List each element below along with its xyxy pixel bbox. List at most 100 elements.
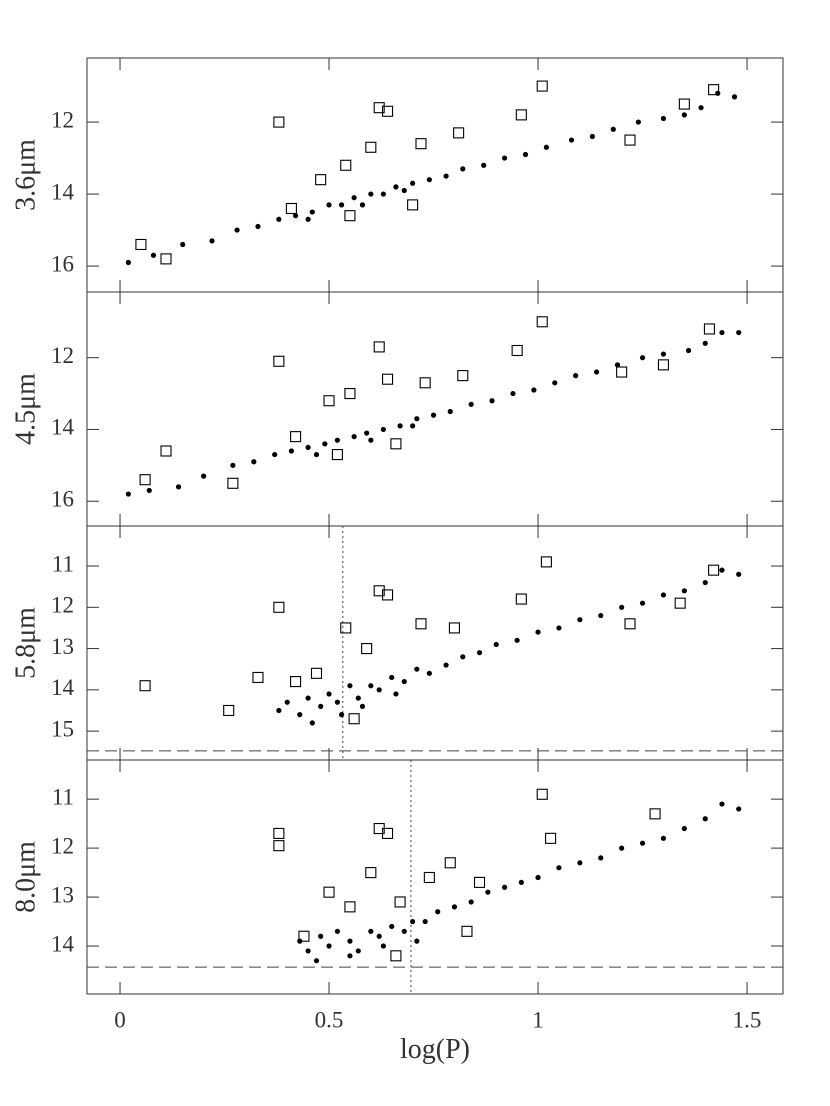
open-point <box>285 202 297 215</box>
y-tick-label: 16 <box>51 487 74 512</box>
filled-point <box>351 434 357 440</box>
filled-point <box>610 126 616 132</box>
open-point <box>315 174 327 186</box>
open-point <box>365 867 377 879</box>
filled-point <box>276 707 282 714</box>
filled-point <box>389 674 395 681</box>
filled-point <box>334 699 340 705</box>
filled-point <box>522 151 529 158</box>
filled-point <box>209 238 215 244</box>
y-tick-label: 14 <box>51 931 75 956</box>
filled-point <box>255 223 261 230</box>
open-point <box>444 857 456 869</box>
open-point <box>703 323 715 335</box>
filled-point <box>518 879 524 885</box>
filled-point <box>736 571 742 577</box>
open-point <box>708 84 720 96</box>
filled-point <box>719 801 725 807</box>
filled-point <box>401 928 407 934</box>
filled-point <box>426 177 432 183</box>
filled-point <box>410 423 416 429</box>
filled-point <box>368 191 374 197</box>
filled-point <box>736 329 742 336</box>
filled-point <box>531 387 537 393</box>
filled-point <box>359 202 366 208</box>
open-point <box>461 925 473 937</box>
filled-point <box>201 473 207 479</box>
filled-point <box>468 401 474 407</box>
open-point <box>227 477 239 489</box>
filled-point <box>234 227 240 233</box>
filled-point <box>380 426 386 433</box>
open-point <box>415 618 427 630</box>
filled-point <box>414 416 420 422</box>
open-point <box>365 141 377 153</box>
filled-point <box>493 641 499 648</box>
filled-point <box>251 459 257 465</box>
open-point <box>160 445 172 457</box>
filled-point <box>468 899 474 905</box>
open-point <box>139 680 151 692</box>
filled-point <box>614 362 621 368</box>
filled-point <box>443 662 449 668</box>
filled-point <box>368 928 374 934</box>
filled-point <box>309 209 315 215</box>
filled-point <box>305 695 311 701</box>
open-point <box>273 827 285 839</box>
open-point <box>419 377 431 389</box>
filled-point <box>322 441 328 447</box>
open-point <box>273 840 285 852</box>
open-point <box>382 373 394 385</box>
y-tick-label: 13 <box>51 634 74 659</box>
y-axis-label: 5.8μm <box>10 607 41 679</box>
filled-point <box>635 119 641 125</box>
x-axis-label: log(P) <box>400 1034 470 1065</box>
open-point <box>382 105 394 117</box>
filled-point <box>318 933 324 939</box>
y-tick-label: 12 <box>51 343 74 368</box>
open-point <box>415 138 427 150</box>
filled-point <box>146 487 152 494</box>
y-tick-label: 14 <box>51 415 75 440</box>
filled-point <box>698 105 704 111</box>
filled-point <box>326 202 332 208</box>
filled-point <box>376 687 382 693</box>
filled-point <box>702 816 708 822</box>
open-point <box>361 643 373 655</box>
filled-point <box>410 918 416 925</box>
open-point <box>273 601 285 613</box>
filled-point <box>414 666 420 672</box>
y-tick-label: 12 <box>51 833 74 858</box>
filled-point <box>460 166 466 172</box>
open-point <box>407 199 419 211</box>
filled-point <box>380 191 386 197</box>
filled-point <box>681 588 687 594</box>
filled-point <box>447 408 453 415</box>
filled-point <box>297 712 303 718</box>
filled-point <box>305 444 311 451</box>
filled-point <box>292 213 299 219</box>
filled-point <box>736 806 742 812</box>
open-point <box>390 950 402 962</box>
filled-point <box>326 691 332 697</box>
open-point <box>616 366 628 378</box>
filled-point <box>731 94 738 100</box>
open-point <box>540 556 552 568</box>
filled-point <box>393 184 399 190</box>
filled-point <box>230 462 236 468</box>
y-tick-label: 12 <box>51 593 74 618</box>
x-tick-label: 1.5 <box>733 1007 762 1032</box>
filled-point <box>393 691 399 697</box>
filled-point <box>368 683 374 689</box>
filled-point <box>573 373 579 379</box>
open-point <box>536 80 548 92</box>
filled-point <box>619 604 625 610</box>
filled-point <box>660 115 667 122</box>
filled-point <box>514 637 520 643</box>
open-point <box>448 622 460 634</box>
filled-point <box>276 216 282 222</box>
open-point <box>310 667 323 679</box>
filled-point <box>639 355 646 361</box>
open-point <box>624 618 636 630</box>
